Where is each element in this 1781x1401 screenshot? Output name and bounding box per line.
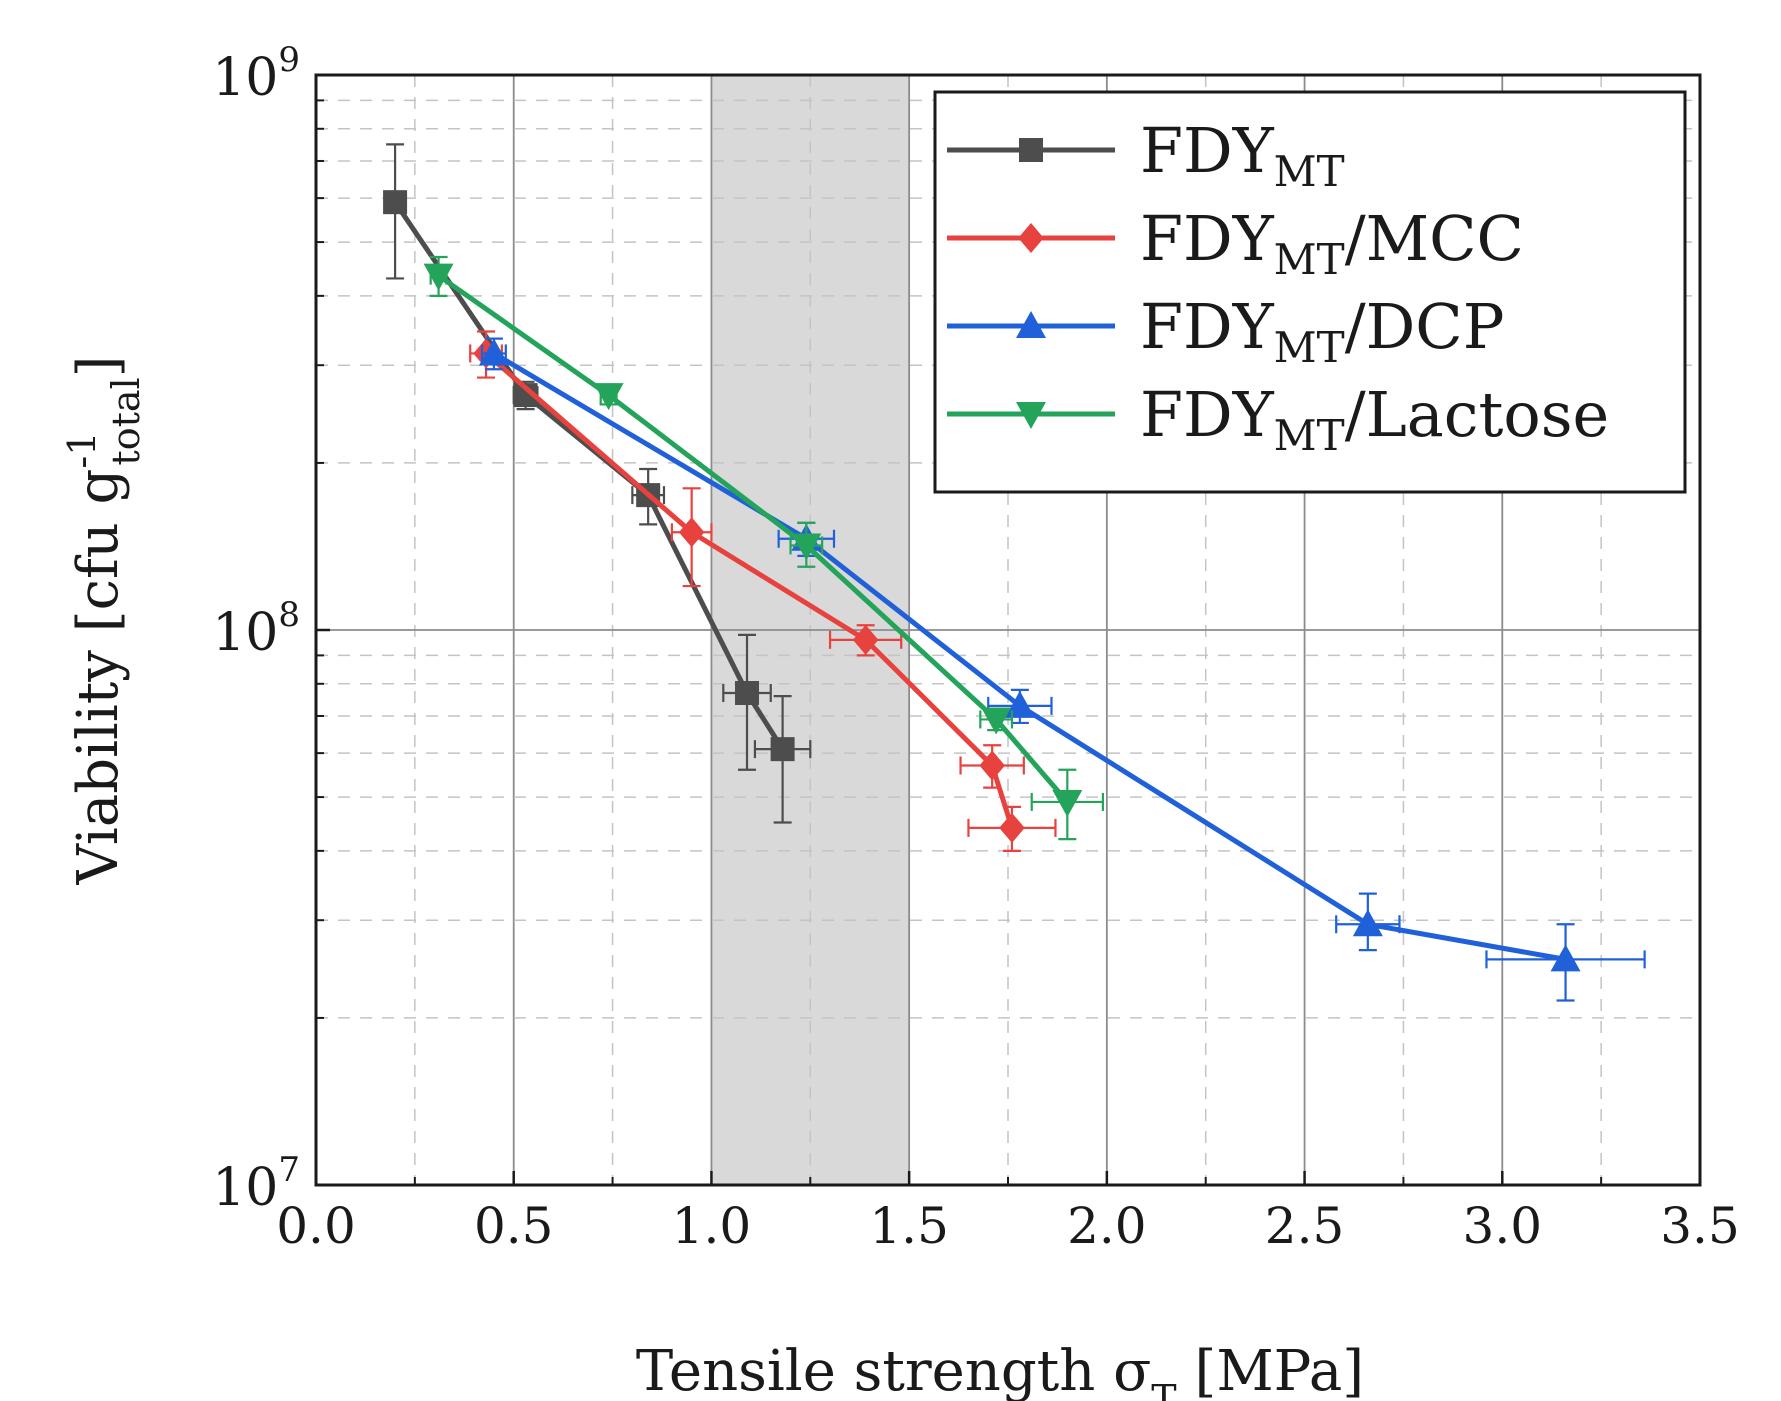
legend-marker [1018, 223, 1044, 253]
x-tick-label: 0.5 [474, 1197, 554, 1255]
legend-label-name: FDY [1140, 290, 1275, 363]
series-3 [478, 337, 1646, 1002]
legend-label-suffix: /DCP [1345, 290, 1505, 363]
data-point [1052, 789, 1083, 817]
data-point [423, 263, 454, 291]
legend-box [933, 90, 1687, 494]
x-tick-label: 2.0 [1067, 1197, 1147, 1255]
x-tick-label: 1.5 [869, 1197, 949, 1255]
legend-label-name: FDY [1140, 114, 1275, 187]
legend-label-sub: MT [1274, 411, 1345, 460]
x-axis-title-sub: T [1151, 1377, 1176, 1401]
legend-label: FDYMT/DCP [1140, 290, 1504, 372]
legend-label-suffix: /MCC [1345, 202, 1524, 275]
y-tick-base: 10 [212, 1158, 278, 1218]
legend-marker [1016, 402, 1046, 429]
y-tick-label: 109 [212, 40, 300, 108]
legend-marker [1019, 138, 1043, 162]
data-point [852, 624, 879, 655]
legend-marker [1016, 311, 1046, 338]
x-axis-title: Tensile strength σT [MPa] [636, 1339, 1364, 1401]
data-point [678, 517, 705, 548]
legend-label-sub: MT [1274, 235, 1345, 284]
series-4 [423, 255, 1105, 841]
legend-item: FDYMT/MCC [947, 202, 1524, 284]
x-tick-label: 1.0 [672, 1197, 752, 1255]
y-axis-title-sub: total [104, 377, 148, 465]
x-tick-label: 2.5 [1265, 1197, 1345, 1255]
data-point [770, 737, 795, 762]
legend-label-sub: MT [1274, 147, 1345, 196]
legend-label: FDYMT/MCC [1140, 202, 1524, 284]
y-tick-base: 10 [212, 48, 278, 108]
x-tick-label: 3.0 [1463, 1197, 1543, 1255]
data-point [791, 533, 822, 561]
legend-label-suffix: /Lactose [1345, 378, 1610, 451]
x-tick-label: 0.0 [276, 1197, 356, 1255]
y-tick-label: 108 [212, 595, 300, 663]
x-axis-title-unit: [MPa] [1194, 1339, 1364, 1401]
legend-item: FDYMT/Lactose [947, 378, 1609, 460]
x-axis-title-main: Tensile strength σ [636, 1339, 1151, 1401]
y-axis-title-close: ] [66, 355, 131, 377]
data-point [383, 190, 408, 215]
y-tick-exponent: 9 [278, 40, 300, 80]
data-point [593, 383, 624, 411]
y-tick-label: 107 [212, 1150, 300, 1218]
y-tick-base: 10 [212, 603, 278, 663]
y-tick-exponent: 8 [278, 595, 300, 635]
data-point [478, 338, 509, 366]
legend-label-name: FDY [1140, 378, 1275, 451]
x-axis-title-space [1177, 1339, 1195, 1401]
legend-label: FDYMT/Lactose [1140, 378, 1609, 460]
legend-item: FDYMT [947, 114, 1345, 196]
y-axis-title-main: Viability [cfu g [66, 469, 131, 886]
data-point [1352, 909, 1383, 937]
data-point [979, 750, 1005, 781]
x-tick-label: 3.5 [1660, 1197, 1740, 1255]
legend-label-sub: MT [1274, 323, 1345, 372]
legend-label: FDYMT [1140, 114, 1345, 196]
y-axis-title-sup: -1 [60, 432, 104, 469]
data-point [981, 707, 1012, 735]
y-axis-title: Viability [cfu g-1total] [60, 355, 148, 885]
data-point [735, 680, 760, 705]
y-tick-exponent: 7 [278, 1150, 300, 1190]
series-group [383, 143, 1646, 1002]
legend-item: FDYMT/DCP [947, 290, 1504, 372]
data-point [1550, 944, 1581, 972]
data-point [999, 812, 1025, 843]
legend-label-name: FDY [1140, 202, 1275, 275]
